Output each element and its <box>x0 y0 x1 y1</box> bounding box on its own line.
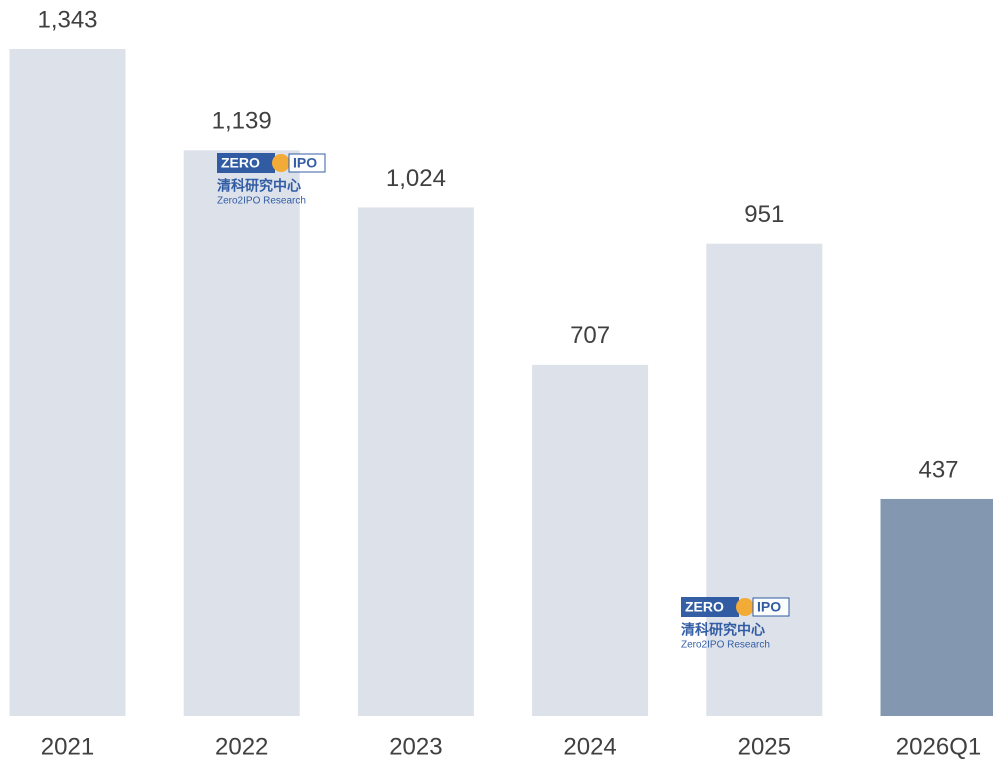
logo-text: IPO <box>293 155 317 171</box>
x-tick-label: 2023 <box>389 733 442 760</box>
logo-mark <box>736 598 754 616</box>
logo-name: 清科研究中心 <box>217 178 301 194</box>
bar <box>880 498 993 716</box>
value-label: 1,024 <box>386 165 446 192</box>
logo-text: IPO <box>757 599 781 615</box>
bar <box>9 49 126 716</box>
logo-box-2 <box>288 153 326 173</box>
logo-name: 清科研究中心 <box>681 622 765 638</box>
x-tick-label: 2025 <box>738 733 791 760</box>
logo-name-en: Zero2IPO Research <box>681 640 770 651</box>
value-label: 1,139 <box>212 108 272 135</box>
logo-name-en: Zero2IPO Research <box>217 196 306 207</box>
value-label: 951 <box>744 201 784 228</box>
logo-box-2 <box>752 597 790 617</box>
bar <box>357 207 474 716</box>
bar <box>183 150 300 716</box>
x-tick-label: 2024 <box>563 733 616 760</box>
x-tick-label: 2026Q1 <box>896 733 981 760</box>
value-label: 437 <box>918 456 958 483</box>
logo-box <box>681 597 739 617</box>
value-label: 1,343 <box>37 6 97 33</box>
bar <box>706 243 823 716</box>
logo-box <box>217 153 275 173</box>
value-label: 707 <box>570 322 610 349</box>
watermark-logo: ZERO IPO 清科研究中心 Zero2IPO Research <box>681 597 790 651</box>
bar <box>532 364 649 716</box>
x-tick-label: 2022 <box>215 733 268 760</box>
watermark-logo: ZERO IPO 清科研究中心 Zero2IPO Research <box>217 153 326 207</box>
logo-text: ZERO <box>221 155 260 171</box>
logo-text: ZERO <box>685 599 724 615</box>
x-tick-label: 2021 <box>41 733 94 760</box>
logo-mark <box>272 154 290 172</box>
